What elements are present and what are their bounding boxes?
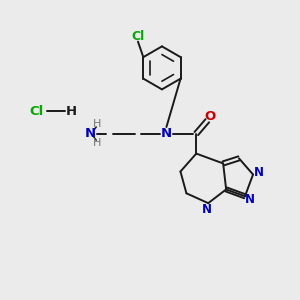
Text: N: N [254, 167, 264, 179]
Text: N: N [85, 127, 96, 140]
Text: O: O [204, 110, 215, 123]
Text: Cl: Cl [29, 105, 44, 118]
Text: Cl: Cl [131, 30, 145, 43]
Text: H: H [65, 105, 76, 118]
Text: N: N [202, 202, 212, 216]
Text: H: H [93, 138, 101, 148]
Text: N: N [161, 127, 172, 140]
Text: N: N [245, 194, 255, 206]
Text: H: H [93, 119, 101, 129]
